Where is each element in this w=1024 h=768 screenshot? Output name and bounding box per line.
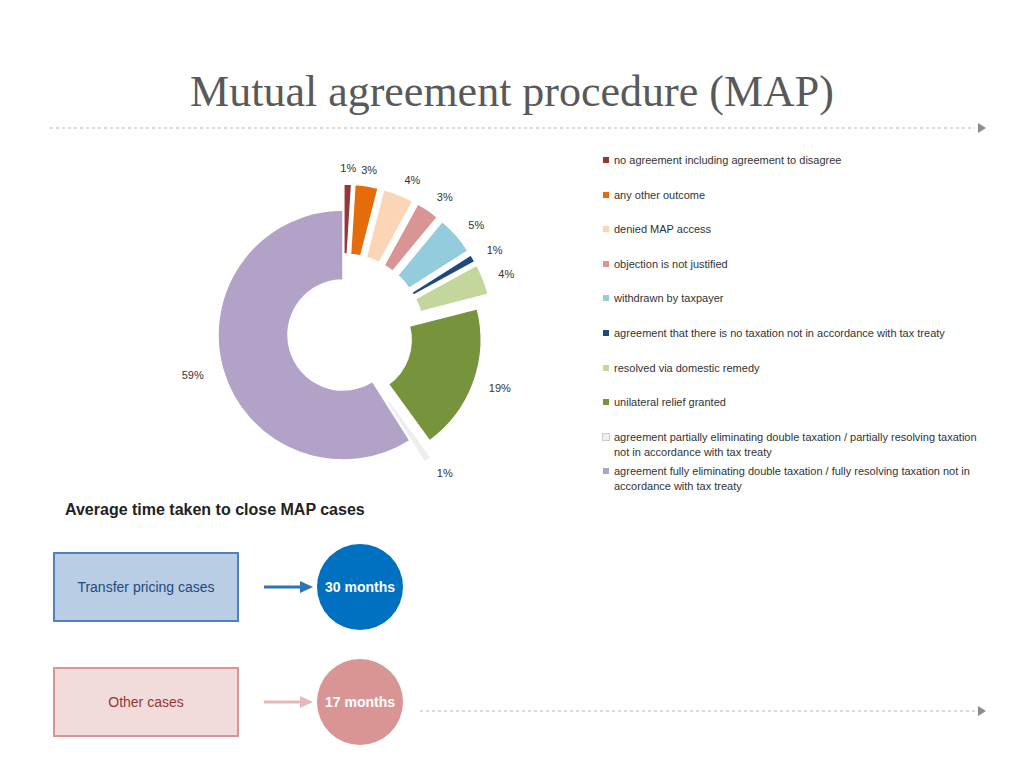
legend-item: withdrawn by taxpayer bbox=[603, 291, 978, 306]
legend-item: agreement partially eliminating double t… bbox=[603, 430, 978, 460]
legend-swatch bbox=[603, 330, 609, 336]
duration-value: 30 months bbox=[325, 579, 395, 595]
data-label: 1% bbox=[340, 162, 356, 174]
legend-text: denied MAP access bbox=[614, 223, 711, 235]
legend-item: any other outcome bbox=[603, 188, 978, 203]
data-label: 3% bbox=[437, 191, 453, 203]
legend-item: resolved via domestic remedy bbox=[603, 361, 978, 376]
data-label: 4% bbox=[498, 268, 514, 280]
duration-circle: 17 months bbox=[317, 659, 403, 745]
legend-text: unilateral relief granted bbox=[614, 396, 726, 408]
legend-item: objection is not justified bbox=[603, 257, 978, 272]
donut-chart: 1% 3% 4% 3% 5% 1% 4% 19% 1% 59% bbox=[0, 0, 1024, 768]
slide: Mutual agreement procedure (MAP) 1% 3% 4% 3%… bbox=[0, 0, 1024, 768]
slide-title: Mutual agreement procedure (MAP) bbox=[0, 66, 1024, 117]
case-box: Other cases bbox=[53, 667, 239, 737]
duration-value: 17 months bbox=[325, 694, 395, 710]
legend-text: agreement fully eliminating double taxat… bbox=[614, 465, 970, 492]
legend-item: agreement that there is no taxation not … bbox=[603, 326, 978, 341]
legend-text: any other outcome bbox=[614, 189, 705, 201]
legend-item: unilateral relief granted bbox=[603, 395, 978, 410]
data-label: 3% bbox=[361, 164, 377, 176]
data-label: 5% bbox=[468, 219, 484, 231]
legend-swatch bbox=[603, 157, 609, 163]
arrow-head bbox=[300, 581, 313, 593]
slice bbox=[218, 210, 410, 460]
legend-swatch bbox=[603, 295, 609, 301]
legend-text: withdrawn by taxpayer bbox=[614, 292, 723, 304]
slice bbox=[415, 265, 488, 312]
legend-text: agreement that there is no taxation not … bbox=[614, 327, 945, 339]
data-label: 1% bbox=[487, 244, 503, 256]
case-label: Other cases bbox=[108, 694, 183, 710]
case-box: Transfer pricing cases bbox=[53, 552, 239, 622]
legend-text: objection is not justified bbox=[614, 258, 728, 270]
duration-circle: 30 months bbox=[317, 544, 403, 630]
title-rule bbox=[50, 128, 975, 129]
data-label: 4% bbox=[404, 174, 420, 186]
legend-swatch bbox=[603, 468, 609, 474]
slice-labels: 1% 3% 4% 3% 5% 1% 4% 19% 1% 59% bbox=[182, 162, 515, 479]
footer-marker bbox=[978, 706, 986, 716]
arrow-shaft bbox=[264, 701, 302, 704]
legend-text: no agreement including agreement to disa… bbox=[614, 154, 841, 166]
data-label: 59% bbox=[182, 369, 204, 381]
decoration bbox=[0, 0, 1024, 768]
legend-swatch bbox=[603, 192, 609, 198]
legend-swatch bbox=[603, 434, 609, 440]
legend-swatch bbox=[603, 365, 609, 371]
arrow-shaft bbox=[264, 586, 302, 589]
legend-swatch bbox=[603, 399, 609, 405]
data-label: 19% bbox=[489, 382, 511, 394]
legend-swatch bbox=[603, 226, 609, 232]
timing-arrows bbox=[0, 0, 1024, 768]
arrow-head bbox=[300, 696, 313, 708]
legend-item: agreement fully eliminating double taxat… bbox=[603, 464, 978, 494]
legend-item: no agreement including agreement to disa… bbox=[603, 153, 978, 168]
case-label: Transfer pricing cases bbox=[77, 579, 214, 595]
data-label: 1% bbox=[437, 467, 453, 479]
timing-title: Average time taken to close MAP cases bbox=[65, 501, 365, 519]
title-marker bbox=[978, 123, 986, 133]
legend-swatch bbox=[603, 261, 609, 267]
legend-item: denied MAP access bbox=[603, 222, 978, 237]
legend-text: resolved via domestic remedy bbox=[614, 362, 760, 374]
slices bbox=[218, 184, 488, 462]
footer-rule bbox=[420, 711, 975, 712]
legend-text: agreement partially eliminating double t… bbox=[614, 431, 977, 458]
